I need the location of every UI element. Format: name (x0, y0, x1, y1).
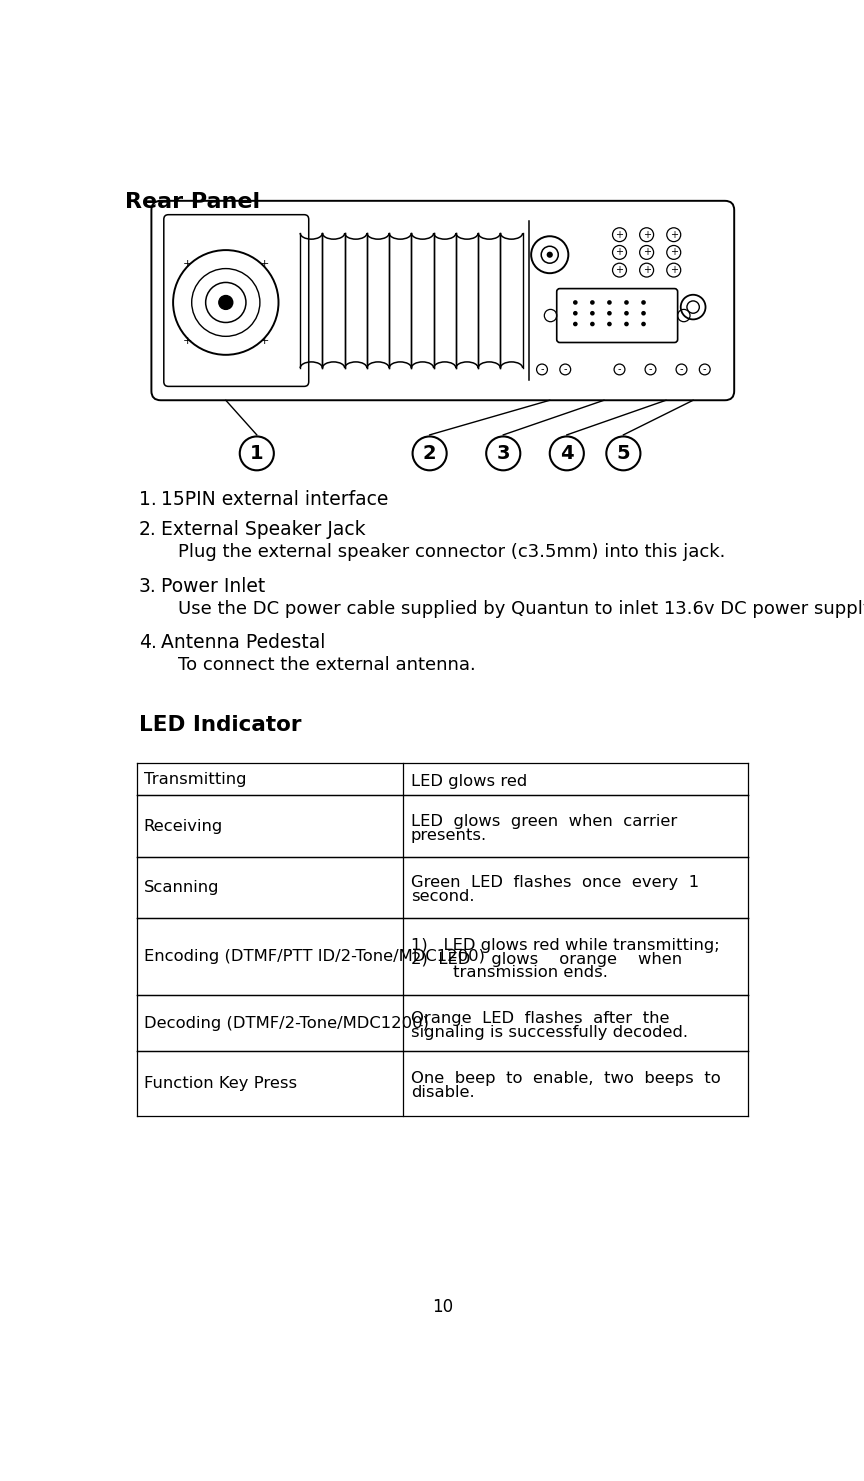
Circle shape (641, 321, 646, 326)
Text: Decoding (DTMF/2-Tone/MDC1200): Decoding (DTMF/2-Tone/MDC1200) (143, 1016, 429, 1031)
Text: One  beep  to  enable,  two  beeps  to: One beep to enable, two beeps to (411, 1071, 721, 1086)
Text: Orange  LED  flashes  after  the: Orange LED flashes after the (411, 1012, 670, 1026)
Text: -: - (649, 364, 652, 375)
FancyBboxPatch shape (151, 201, 734, 400)
Circle shape (607, 311, 612, 315)
Text: +: + (182, 336, 192, 347)
Text: Plug the external speaker connector (c3.5mm) into this jack.: Plug the external speaker connector (c3.… (178, 544, 725, 561)
Text: +: + (615, 265, 624, 275)
Text: transmission ends.: transmission ends. (411, 966, 607, 980)
Text: 2)  LED    glows    orange    when: 2) LED glows orange when (411, 952, 682, 967)
Circle shape (641, 311, 646, 315)
Text: presents.: presents. (411, 828, 487, 843)
Circle shape (590, 301, 594, 305)
Circle shape (624, 301, 629, 305)
Circle shape (573, 311, 578, 315)
Text: To connect the external antenna.: To connect the external antenna. (178, 656, 475, 674)
Text: signaling is successfully decoded.: signaling is successfully decoded. (411, 1025, 688, 1040)
Text: -: - (618, 364, 621, 375)
FancyBboxPatch shape (164, 215, 308, 387)
Text: 1: 1 (250, 444, 264, 464)
Text: +: + (643, 265, 651, 275)
Text: +: + (260, 259, 270, 270)
Text: Green  LED  flashes  once  every  1: Green LED flashes once every 1 (411, 875, 699, 890)
Text: Power Inlet: Power Inlet (161, 576, 265, 595)
Text: LED Indicator: LED Indicator (139, 715, 302, 735)
Text: Transmitting: Transmitting (143, 772, 246, 786)
Text: 5: 5 (617, 444, 630, 464)
Text: 2: 2 (422, 444, 436, 464)
Circle shape (590, 321, 594, 326)
Text: disable.: disable. (411, 1086, 474, 1100)
Circle shape (590, 311, 594, 315)
Text: +: + (670, 247, 677, 258)
Text: Function Key Press: Function Key Press (143, 1077, 296, 1091)
Circle shape (607, 301, 612, 305)
Text: Scanning: Scanning (143, 880, 219, 895)
Text: -: - (563, 364, 567, 375)
Text: -: - (703, 364, 707, 375)
Text: +: + (643, 247, 651, 258)
Text: LED glows red: LED glows red (411, 773, 527, 789)
Text: 4.: 4. (139, 632, 157, 652)
Text: +: + (260, 336, 270, 347)
Circle shape (547, 252, 553, 258)
Text: second.: second. (411, 889, 474, 905)
Circle shape (573, 301, 578, 305)
Text: 4: 4 (560, 444, 574, 464)
Text: -: - (680, 364, 683, 375)
Circle shape (607, 321, 612, 326)
Text: LED  glows  green  when  carrier: LED glows green when carrier (411, 813, 677, 829)
Text: Encoding (DTMF/PTT ID/2-Tone/MDC1200): Encoding (DTMF/PTT ID/2-Tone/MDC1200) (143, 949, 485, 964)
Text: 3: 3 (497, 444, 510, 464)
Text: Receiving: Receiving (143, 819, 223, 834)
Circle shape (219, 296, 232, 310)
Text: Use the DC power cable supplied by Quantun to inlet 13.6v DC power supply.: Use the DC power cable supplied by Quant… (178, 600, 864, 618)
Circle shape (641, 301, 646, 305)
Text: +: + (615, 230, 624, 240)
Text: 15PIN external interface: 15PIN external interface (161, 490, 388, 508)
Circle shape (573, 321, 578, 326)
Circle shape (624, 311, 629, 315)
Text: 10: 10 (432, 1297, 454, 1317)
Text: +: + (670, 230, 677, 240)
Text: 3.: 3. (139, 576, 156, 595)
Circle shape (624, 321, 629, 326)
Text: +: + (182, 259, 192, 270)
Text: Antenna Pedestal: Antenna Pedestal (161, 632, 325, 652)
Text: External Speaker Jack: External Speaker Jack (161, 520, 365, 539)
Text: Rear Panel: Rear Panel (125, 191, 260, 212)
Text: 1.: 1. (139, 490, 156, 508)
Text: -: - (540, 364, 543, 375)
Text: +: + (643, 230, 651, 240)
FancyBboxPatch shape (556, 289, 677, 342)
Text: 1)   LED glows red while transmitting;: 1) LED glows red while transmitting; (411, 937, 720, 952)
Text: +: + (615, 247, 624, 258)
Text: 2.: 2. (139, 520, 156, 539)
Text: +: + (670, 265, 677, 275)
